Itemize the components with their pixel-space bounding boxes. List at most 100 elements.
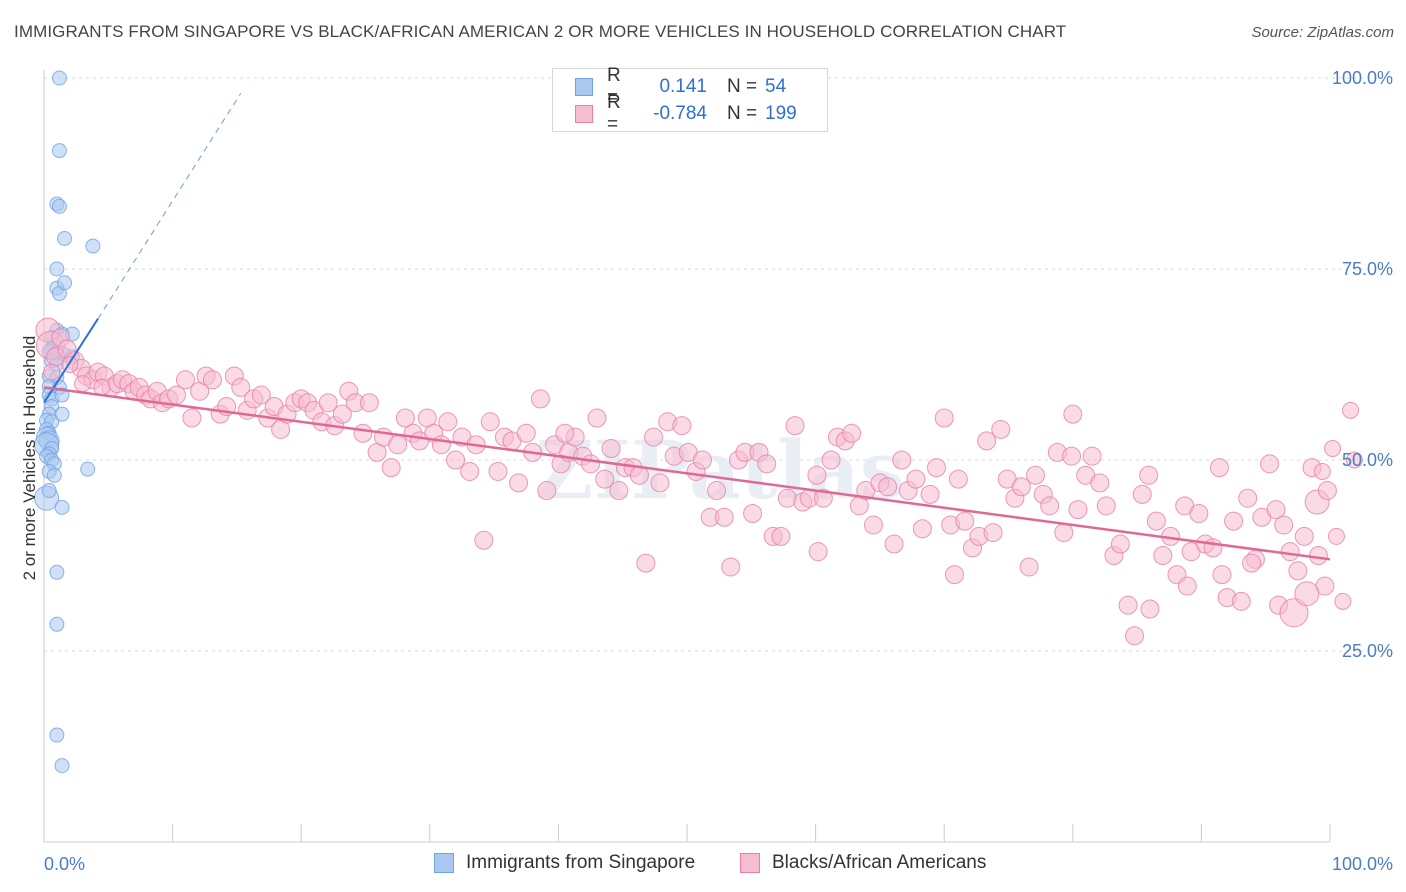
point — [757, 454, 777, 474]
y-tick-label: 75.0% — [1342, 259, 1393, 279]
point — [431, 435, 451, 455]
point — [1019, 557, 1039, 577]
legend-n-value: 199 — [765, 103, 797, 124]
legend-n-value: 54 — [765, 76, 787, 97]
point — [601, 439, 621, 459]
trend-line-singapore-extension — [97, 93, 242, 319]
point — [863, 515, 883, 535]
point — [381, 458, 401, 478]
point — [1177, 576, 1197, 596]
point — [650, 473, 670, 493]
bottom-legend-black: Blacks/African Americans — [740, 852, 986, 874]
point — [49, 616, 65, 632]
point — [1125, 626, 1145, 646]
point — [395, 408, 415, 428]
point — [353, 423, 373, 443]
bottom-legend-label: Blacks/African Americans — [772, 852, 987, 873]
point — [587, 408, 607, 428]
point — [944, 565, 964, 585]
point — [1313, 462, 1331, 480]
x-tick-label-min: 0.0% — [44, 854, 85, 874]
point — [555, 423, 575, 443]
point — [636, 553, 656, 573]
point — [51, 143, 67, 159]
tick-labels: 100.0% 75.0% 50.0% 25.0% 0.0% 100.0% — [44, 68, 1393, 874]
point — [821, 450, 841, 470]
point — [1345, 451, 1363, 469]
point — [41, 483, 57, 499]
point — [884, 534, 904, 554]
point — [807, 465, 827, 485]
point — [581, 454, 601, 474]
point — [231, 377, 251, 397]
legend-row-black: R = -0.784 N = 199 — [575, 92, 801, 135]
legend-r-value: -0.784 — [653, 103, 707, 124]
point — [983, 523, 1003, 543]
point — [51, 198, 67, 214]
point — [446, 450, 466, 470]
y-tick-label: 25.0% — [1342, 641, 1393, 661]
point — [51, 70, 67, 86]
point — [49, 261, 65, 277]
point — [1212, 565, 1232, 585]
point — [1274, 515, 1294, 535]
point — [85, 238, 101, 254]
point — [1324, 440, 1342, 458]
point — [1203, 538, 1223, 558]
point — [808, 542, 828, 562]
legend-r-label: R = — [607, 92, 621, 135]
point — [1317, 481, 1337, 501]
point — [926, 458, 946, 478]
point — [977, 431, 997, 451]
point — [80, 461, 96, 477]
point — [892, 450, 912, 470]
point — [934, 408, 954, 428]
point — [1062, 446, 1082, 466]
point — [460, 461, 480, 481]
point — [537, 481, 557, 501]
point — [54, 758, 70, 774]
point — [1132, 484, 1152, 504]
point — [509, 473, 529, 493]
point — [516, 423, 536, 443]
point — [1146, 511, 1166, 531]
point — [318, 393, 338, 413]
point — [1294, 581, 1320, 607]
bottom-legend-swatch-blue — [434, 853, 454, 873]
legend-swatch-blue — [575, 78, 593, 96]
bottom-legend-singapore: Immigrants from Singapore — [434, 852, 695, 874]
point — [54, 387, 70, 403]
point — [251, 385, 271, 405]
point — [1011, 477, 1031, 497]
point — [991, 419, 1011, 439]
legend-n-label: N = — [727, 76, 758, 97]
point — [182, 408, 202, 428]
point — [906, 469, 926, 489]
point — [1327, 527, 1345, 545]
point — [488, 461, 508, 481]
point — [332, 404, 352, 424]
point — [474, 530, 494, 550]
series-black-african-american — [35, 317, 1363, 646]
point — [1118, 595, 1138, 615]
point — [49, 727, 65, 743]
legend-r-value: 0.141 — [659, 76, 707, 97]
point — [43, 363, 61, 381]
point — [1090, 473, 1110, 493]
point — [1096, 496, 1116, 516]
point — [1153, 546, 1173, 565]
point — [842, 423, 862, 443]
point — [785, 416, 805, 436]
point — [707, 481, 727, 501]
bottom-legend-label: Immigrants from Singapore — [466, 852, 696, 873]
point — [54, 406, 70, 422]
point — [480, 412, 500, 432]
legend-row-singapore: R = 0.141 N = 54 — [575, 65, 801, 108]
point — [57, 275, 73, 291]
trend-line-black — [43, 386, 1331, 561]
point — [714, 507, 734, 527]
point — [955, 511, 975, 531]
point — [1054, 523, 1074, 543]
point — [49, 564, 65, 580]
point — [1209, 458, 1229, 478]
